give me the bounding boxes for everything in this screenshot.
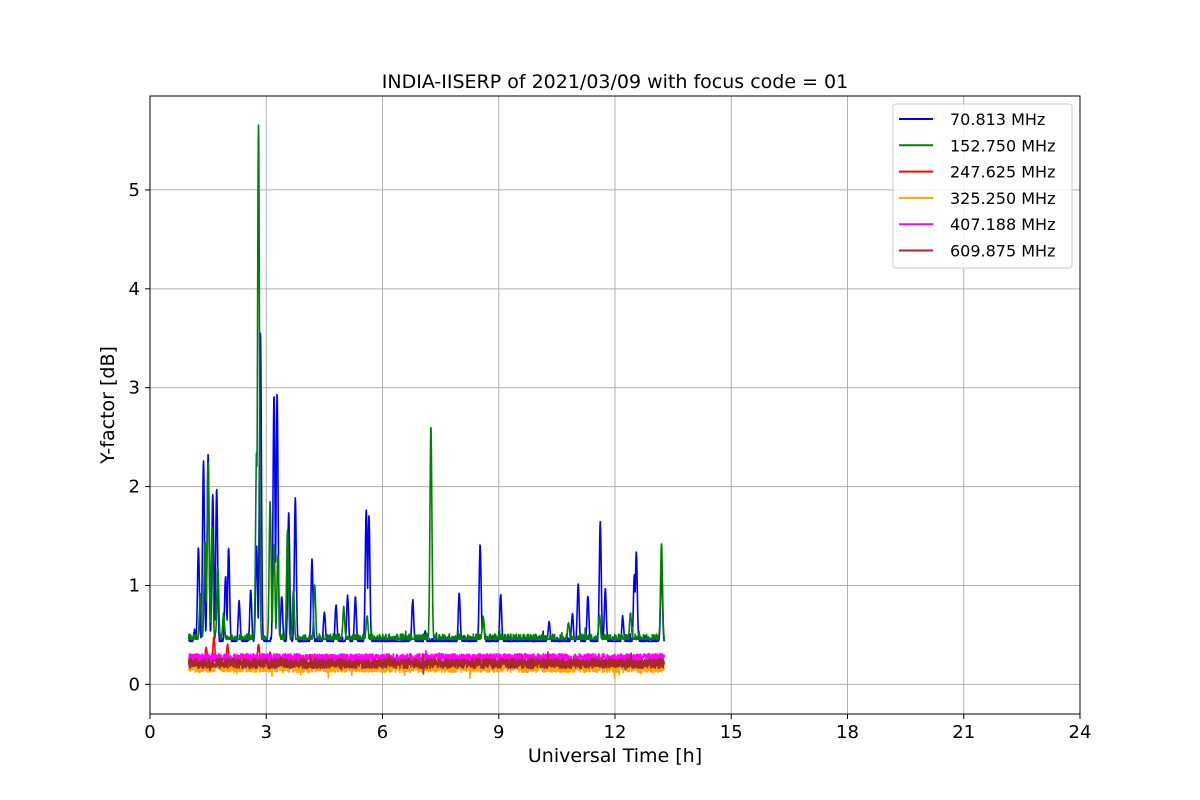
x-tick-label: 6: [377, 722, 388, 743]
y-tick-label: 1: [129, 575, 140, 596]
chart-title: INDIA-IISERP of 2021/03/09 with focus co…: [382, 71, 848, 93]
legend: 70.813 MHz 152.750 MHz 247.625 MHz 325.250 …: [892, 103, 1073, 269]
y-axis: 0 1 2 3 4 5: [129, 180, 150, 695]
x-tick-label: 18: [836, 722, 859, 743]
x-tick-label: 0: [144, 722, 155, 743]
x-tick-label: 12: [604, 722, 627, 743]
legend-label-5: 609.875 MHz: [950, 242, 1055, 261]
x-tick-label: 15: [720, 722, 743, 743]
legend-box: [892, 103, 1073, 269]
legend-label-0: 70.813 MHz: [950, 110, 1045, 129]
legend-label-2: 247.625 MHz: [950, 163, 1055, 182]
series-line-1: [187, 124, 666, 641]
x-tick-label: 3: [261, 722, 272, 743]
legend-label-4: 407.188 MHz: [950, 215, 1055, 234]
y-axis-label: Y-factor [dB]: [97, 346, 119, 465]
x-axis-label: Universal Time [h]: [528, 745, 702, 767]
x-tick-label: 21: [952, 722, 975, 743]
y-tick-label: 3: [129, 378, 140, 399]
y-tick-label: 2: [129, 477, 140, 498]
series-line-5: [187, 651, 665, 675]
x-tick-label: 24: [1069, 722, 1092, 743]
series-layer: [187, 124, 666, 680]
x-axis: 0 3 6 9 12 15 18 21 24: [144, 714, 1091, 743]
y-tick-label: 0: [129, 674, 140, 695]
legend-label-3: 325.250 MHz: [950, 189, 1055, 208]
y-tick-label: 5: [129, 180, 140, 201]
legend-label-1: 152.750 MHz: [950, 136, 1055, 155]
y-tick-label: 4: [129, 279, 140, 300]
x-tick-label: 9: [493, 722, 504, 743]
